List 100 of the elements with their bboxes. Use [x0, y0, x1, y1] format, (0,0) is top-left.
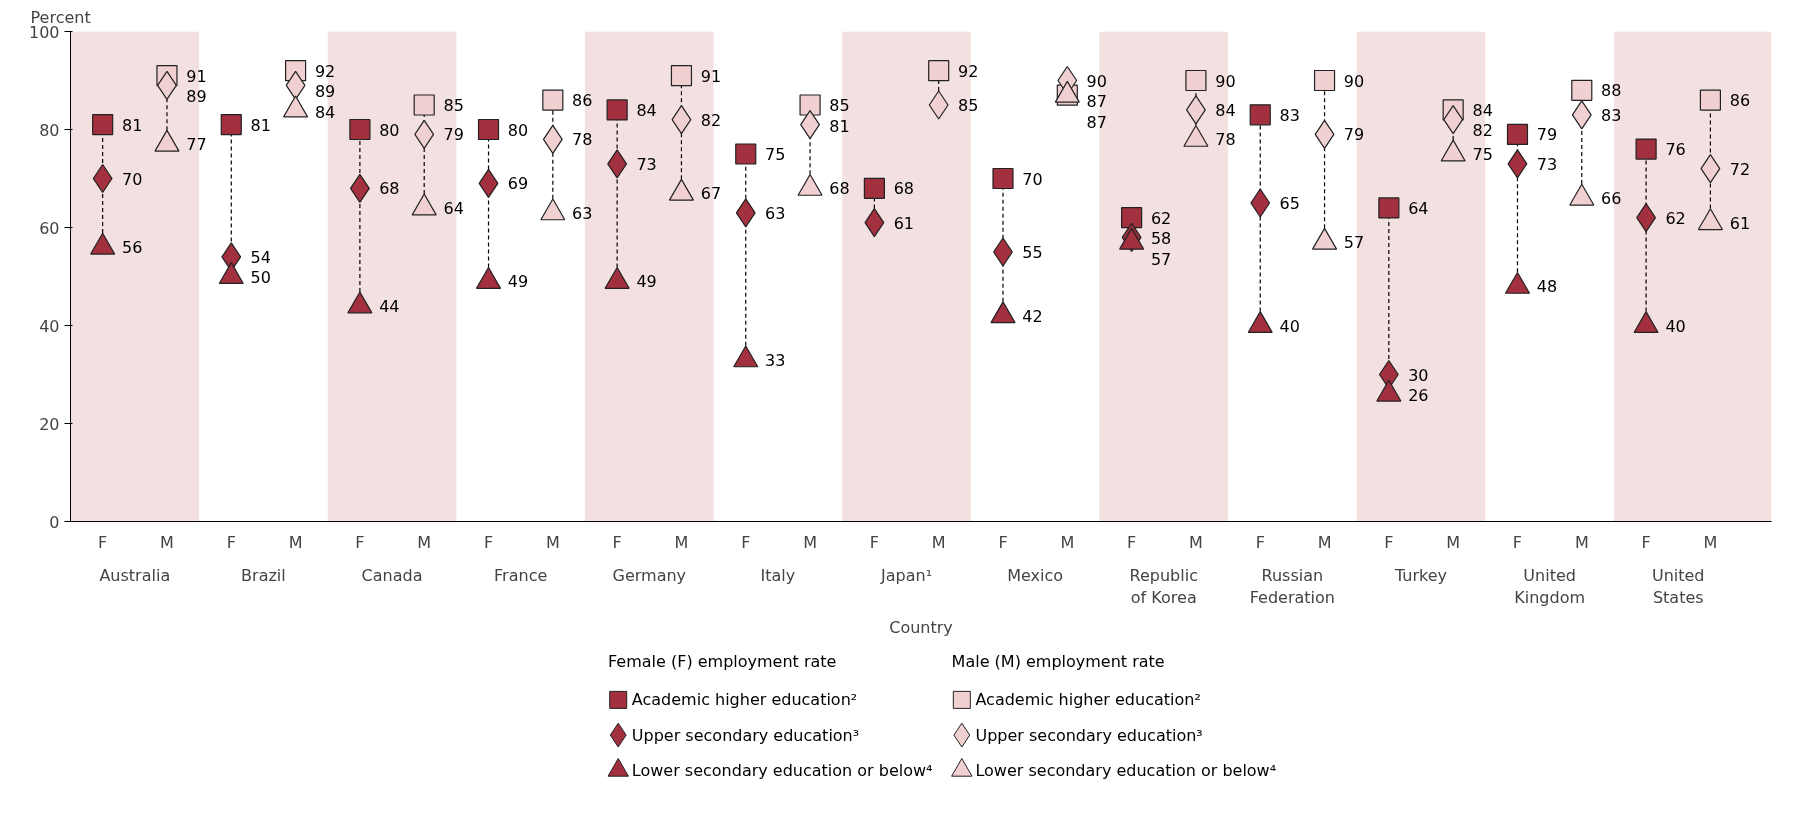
- data-label: 67: [700, 184, 722, 204]
- data-label: 63: [765, 203, 786, 223]
- legend-label: Lower secondary education or below⁴: [631, 760, 933, 780]
- data-label: 42: [1022, 306, 1043, 326]
- data-label: 79: [443, 125, 464, 145]
- data-label: 92: [957, 61, 979, 81]
- x-tick-label: F: [355, 532, 365, 552]
- x-tick-label: F: [98, 532, 108, 552]
- text: Male (M) employment rate: [951, 652, 1165, 671]
- data-label: 49: [636, 272, 657, 292]
- text: Turkey: [1393, 565, 1448, 585]
- data-label: 81: [829, 116, 850, 136]
- data-label: 40: [1665, 316, 1686, 336]
- data-label: 83: [1601, 105, 1622, 125]
- x-tick-label: M: [1317, 532, 1332, 552]
- data-label: 66: [1601, 189, 1622, 209]
- text: Canada: [361, 565, 423, 585]
- y-tick-label: 60: [39, 218, 60, 238]
- data-label: 30: [1408, 365, 1429, 385]
- data-label: 84: [1472, 100, 1493, 120]
- data-label: 81: [250, 115, 271, 135]
- data-label: 77: [186, 135, 207, 155]
- x-tick-label: M: [1703, 532, 1718, 552]
- x-tick-label: F: [1512, 532, 1523, 552]
- x-tick-label: F: [1255, 532, 1265, 552]
- data-label: 92: [314, 61, 336, 81]
- data-label: 78: [1215, 130, 1236, 150]
- data-label: 87: [1086, 112, 1107, 132]
- x-tick-label: M: [288, 532, 303, 552]
- text: Brazil: [241, 565, 286, 585]
- legend-label: Upper secondary education³: [631, 725, 860, 745]
- data-label: 63: [572, 203, 593, 223]
- data-label: 73: [1536, 154, 1558, 174]
- legend-label: Lower secondary education or below⁴: [975, 760, 1277, 780]
- data-label: 85: [829, 96, 850, 115]
- text: Republic of Korea: [1129, 565, 1198, 608]
- data-label: 82: [1472, 121, 1493, 141]
- data-label: 26: [1408, 386, 1429, 406]
- data-label: 76: [1665, 140, 1686, 160]
- data-label: 49: [507, 272, 529, 292]
- data-label: 33: [765, 350, 786, 370]
- data-label: 75: [765, 145, 786, 164]
- text: Italy: [760, 565, 796, 585]
- text: Russian Federation: [1249, 565, 1335, 608]
- data-label: 64: [1408, 198, 1429, 218]
- x-axis-title: Country: [889, 618, 953, 638]
- text: Australia: [99, 565, 171, 585]
- legend-title: Female (F) employment rate: [608, 652, 837, 671]
- data-label: 61: [1729, 213, 1751, 233]
- data-label: 79: [1343, 125, 1365, 145]
- data-label: 65: [1279, 194, 1300, 213]
- x-tick-label: F: [869, 532, 879, 552]
- text: France: [494, 565, 548, 585]
- x-tick-label: M: [160, 532, 174, 552]
- text: Mexico: [1007, 565, 1064, 585]
- data-label: 56: [121, 238, 143, 258]
- text: United Kingdom: [1514, 565, 1586, 608]
- data-label: 57: [1150, 249, 1172, 269]
- x-tick-label: M: [1574, 532, 1589, 552]
- data-label: 80: [379, 120, 400, 140]
- x-tick-label: M: [1060, 532, 1075, 552]
- data-label: 90: [1086, 71, 1107, 91]
- x-tick-label: F: [483, 532, 494, 552]
- text: Germany: [612, 565, 687, 585]
- data-label: 90: [1215, 71, 1236, 91]
- data-label: 80: [507, 120, 529, 140]
- data-label: 58: [1150, 229, 1172, 249]
- data-label: 72: [1729, 159, 1751, 179]
- data-label: 84: [636, 100, 657, 120]
- data-label: 89: [314, 82, 336, 102]
- data-label: 48: [1536, 277, 1558, 297]
- data-label: 54: [250, 247, 271, 267]
- data-label: 57: [1343, 233, 1365, 253]
- data-label: 90: [1343, 71, 1365, 91]
- x-tick-label: F: [612, 532, 622, 552]
- x-tick-label: F: [1641, 532, 1651, 552]
- data-label: 85: [957, 96, 979, 115]
- legend-label: Upper secondary education³: [975, 725, 1203, 745]
- data-label: 55: [1022, 243, 1043, 262]
- data-label: 73: [636, 154, 657, 174]
- data-label: 81: [121, 115, 143, 135]
- data-label: 68: [829, 179, 850, 199]
- data-label: 91: [186, 66, 207, 86]
- x-tick-label: M: [1189, 532, 1203, 552]
- data-label: 75: [1472, 145, 1493, 164]
- data-label: 91: [700, 66, 722, 86]
- data-label: 86: [1729, 91, 1751, 111]
- y-tick-label: 80: [39, 120, 60, 140]
- text: United States: [1651, 565, 1705, 608]
- x-tick-label: F: [741, 532, 751, 552]
- x-tick-label: M: [674, 532, 689, 552]
- data-label: 84: [314, 102, 336, 122]
- data-label: 78: [572, 130, 593, 150]
- data-label: 61: [893, 213, 915, 233]
- data-label: 83: [1279, 105, 1300, 125]
- data-label: 62: [1150, 208, 1172, 228]
- data-label: 82: [700, 110, 722, 130]
- text: Japan¹: [880, 565, 933, 585]
- x-tick-label: F: [1127, 532, 1137, 552]
- data-label: 88: [1601, 81, 1622, 101]
